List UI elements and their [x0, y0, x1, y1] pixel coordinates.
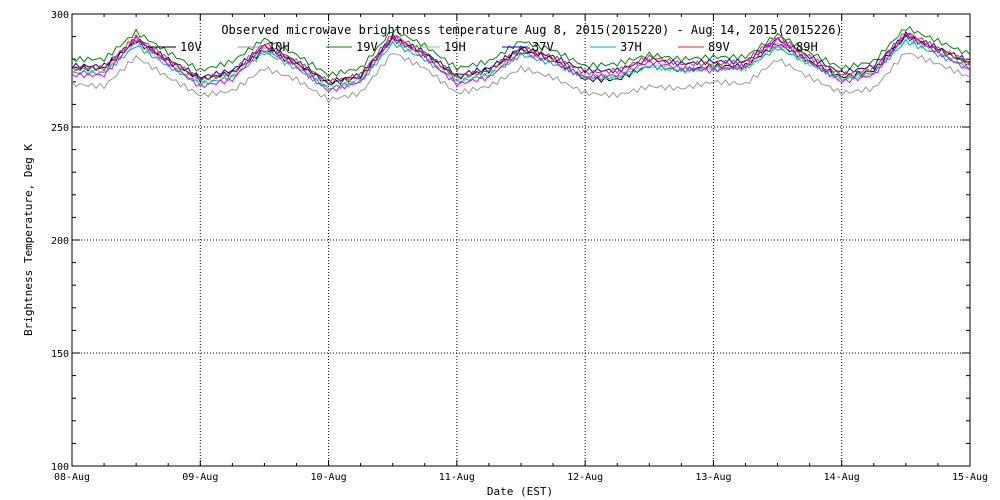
x-tick-label: 15-Aug [952, 472, 988, 483]
series-line-37h [72, 38, 971, 90]
x-tick-label: 08-Aug [54, 472, 90, 483]
x-tick-label: 13-Aug [695, 472, 731, 483]
y-tick-label: 150 [51, 349, 69, 360]
x-tick-label: 10-Aug [311, 472, 347, 483]
x-axis-label: Date (EST) [487, 485, 553, 498]
x-tick-label: 11-Aug [439, 472, 475, 483]
x-tick-label: 09-Aug [182, 472, 218, 483]
legend-label-10v: 10V [180, 40, 202, 54]
series-line-89v [71, 32, 971, 86]
y-tick-label: 200 [51, 236, 69, 247]
plot-area [71, 13, 971, 467]
legend-label-37h: 37H [620, 40, 642, 54]
y-axis-label: Brightness Temperature, Deg K [22, 144, 35, 336]
series-line-10h [71, 52, 971, 104]
series-line-89h [71, 33, 971, 93]
y-tick-label: 250 [51, 123, 69, 134]
legend-label-19v: 19V [356, 40, 378, 54]
legend-label-10h: 10H [268, 40, 290, 54]
legend-label-89v: 89V [708, 40, 730, 54]
chart-title: Observed microwave brightness temperatur… [221, 23, 842, 37]
series-lines [71, 25, 971, 104]
y-tick-label: 300 [51, 10, 69, 21]
legend-label-19h: 19H [444, 40, 466, 54]
y-tick-label: 100 [51, 462, 69, 473]
x-tick-label: 14-Aug [824, 472, 860, 483]
legend-label-89h: 89H [796, 40, 818, 54]
series-line-19v [71, 25, 971, 78]
legend: 10V 10H 19V 19H 37V 37H 89V 89H [150, 40, 818, 54]
legend-label-37v: 37V [532, 40, 554, 54]
axis-ticks: 08-Aug 09-Aug 10-Aug 11-Aug 12-Aug 13-Aug 14-A… [51, 10, 988, 483]
x-tick-label: 12-Aug [567, 472, 603, 483]
